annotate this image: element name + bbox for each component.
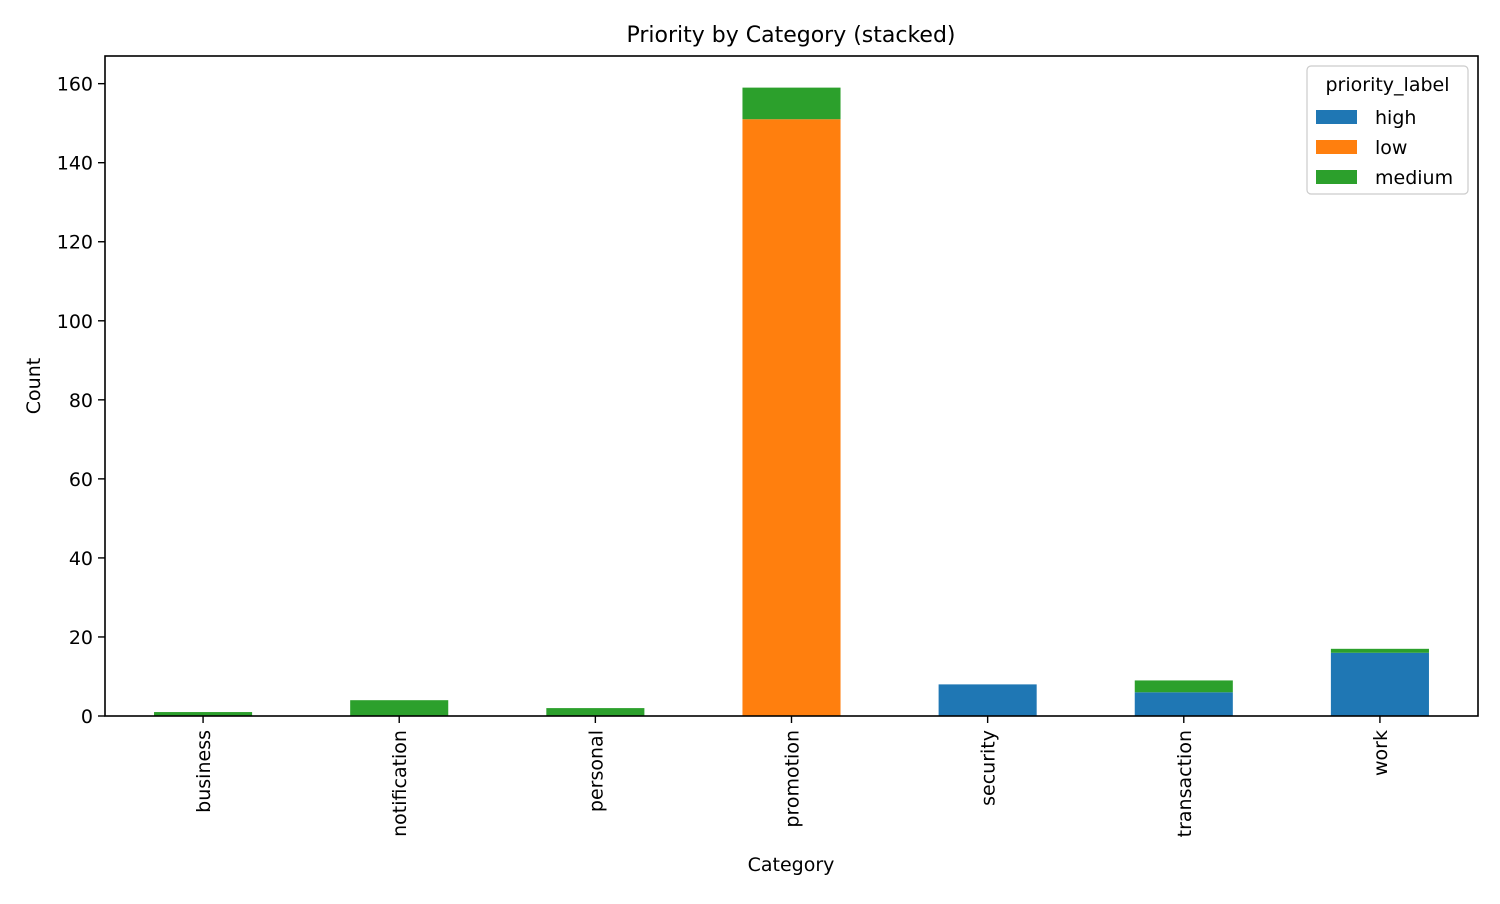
- y-tick-label: 100: [57, 311, 93, 333]
- bar-business-medium: [154, 712, 253, 716]
- bars-layer: [154, 87, 1429, 717]
- legend-label-medium: medium: [1375, 167, 1453, 189]
- legend-box: [1306, 65, 1469, 195]
- legend-label-low: low: [1375, 137, 1407, 159]
- bar-work-high: [1330, 652, 1429, 716]
- x-tick-label: promotion: [782, 730, 804, 828]
- y-tick-label: 60: [69, 469, 93, 491]
- y-axis-label: Count: [23, 358, 45, 414]
- legend-swatch-low: [1316, 140, 1357, 154]
- bar-transaction-high: [1134, 692, 1233, 716]
- x-axis-label: Category: [748, 854, 835, 876]
- x-tick-label: work: [1370, 730, 1392, 776]
- bar-notification-medium: [350, 700, 449, 716]
- bar-work-medium: [1330, 648, 1429, 653]
- y-tick-label: 0: [81, 706, 93, 728]
- plot-frame: [104, 55, 1479, 717]
- x-tick-label: personal: [585, 730, 607, 812]
- y-tick-label: 140: [57, 153, 93, 175]
- y-tick-label: 40: [69, 548, 93, 570]
- legend-title: priority_label: [1325, 74, 1449, 96]
- bar-promotion-low: [742, 119, 841, 717]
- legend-label-high: high: [1375, 107, 1416, 129]
- bar-promotion-medium: [742, 87, 841, 120]
- chart-title: Priority by Category (stacked): [626, 23, 955, 48]
- x-tick-label: business: [193, 730, 215, 813]
- x-tick-label: transaction: [1174, 730, 1196, 837]
- ticks-layer: business notification personal promotion sec…: [57, 74, 1392, 838]
- bar-personal-medium: [546, 708, 645, 716]
- y-tick-label: 160: [57, 74, 93, 96]
- legend-swatch-high: [1316, 110, 1357, 124]
- bar-security-high: [938, 684, 1037, 716]
- x-tick-label: security: [978, 730, 1000, 806]
- legend-swatch-medium: [1316, 170, 1357, 184]
- y-tick-label: 20: [69, 627, 93, 649]
- bar-transaction-medium: [1134, 680, 1233, 693]
- y-tick-label: 120: [57, 232, 93, 254]
- x-tick-label: notification: [389, 730, 411, 837]
- y-tick-label: 80: [69, 390, 93, 412]
